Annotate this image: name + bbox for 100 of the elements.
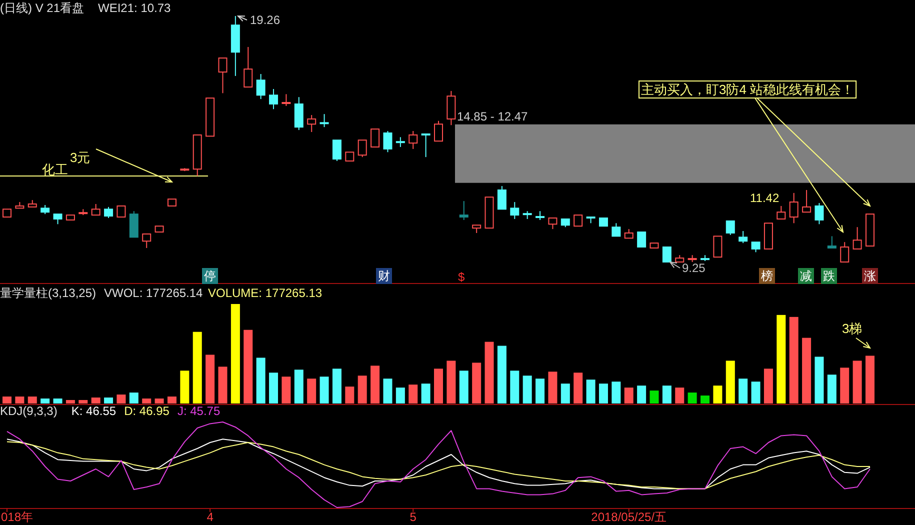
bar <box>434 368 443 404</box>
candlestick <box>726 220 735 236</box>
x-tick-label: 2018/05/25/五 <box>591 510 667 524</box>
bar <box>459 370 468 404</box>
annotation: 3梯 <box>842 321 862 336</box>
candlestick <box>421 133 430 158</box>
bar <box>154 398 164 404</box>
text: 减 <box>800 269 812 283</box>
bar <box>358 376 367 404</box>
bar <box>764 368 773 404</box>
bar <box>307 378 316 404</box>
bar <box>662 386 672 404</box>
bar <box>230 304 240 404</box>
bar <box>78 400 88 404</box>
bar <box>688 392 697 404</box>
bar <box>548 372 558 404</box>
candlestick <box>269 88 278 110</box>
chart-subtitle: WEI21: 10.73 <box>98 1 172 15</box>
bar <box>421 384 430 404</box>
chart-title: 量学量柱(3,13,25) <box>0 286 96 300</box>
bar <box>751 382 760 404</box>
candlestick <box>574 214 583 227</box>
candlestick <box>256 74 266 100</box>
bar <box>180 370 190 404</box>
x-tick-label: 4 <box>206 510 214 524</box>
x-tick-label: 018年 <box>1 510 34 524</box>
bar <box>167 396 176 404</box>
annotation: 9.25 <box>682 261 706 275</box>
candlestick <box>548 218 558 230</box>
candlestick <box>408 130 418 150</box>
bar <box>408 384 418 404</box>
series-label: J: 45.75 <box>177 404 220 418</box>
text: 榜 <box>761 269 773 283</box>
bar <box>726 360 735 404</box>
bar <box>28 396 37 404</box>
candlestick <box>624 228 634 239</box>
x-tick-label: 5 <box>410 510 417 524</box>
candlestick <box>142 233 152 248</box>
candlestick <box>446 90 456 126</box>
text: D: 46.95 <box>124 404 170 418</box>
bar <box>852 360 862 404</box>
band-label: 14.85 - 12.47 <box>457 109 528 124</box>
candlestick <box>637 232 646 248</box>
candlestick <box>852 226 862 250</box>
bar <box>675 388 684 404</box>
bar <box>789 316 798 404</box>
candlestick <box>751 242 760 253</box>
candlestick <box>713 236 722 258</box>
bar <box>827 374 836 404</box>
bar <box>650 390 659 404</box>
bar <box>484 342 494 404</box>
bar <box>218 366 228 404</box>
candlestick <box>814 202 824 225</box>
bar <box>840 368 850 404</box>
bar <box>15 396 24 404</box>
bar <box>598 384 608 404</box>
candlestick <box>827 236 836 248</box>
bar <box>116 394 126 404</box>
bar <box>104 398 114 404</box>
bar <box>446 360 456 404</box>
bar <box>560 384 570 404</box>
candlestick <box>738 230 748 244</box>
candlestick <box>282 94 291 106</box>
text: 涨 <box>864 269 876 283</box>
annotation: 主动买入，盯3防4 站稳此线有机会！ <box>641 82 854 97</box>
bar <box>332 368 342 404</box>
text: 停 <box>204 269 216 283</box>
bar <box>2 396 12 404</box>
bar <box>129 392 138 404</box>
annotation: 3元 <box>70 150 90 165</box>
candlestick <box>370 128 380 148</box>
candlestick <box>129 210 138 238</box>
bar <box>574 372 583 404</box>
candlestick <box>40 204 50 215</box>
candlestick <box>396 136 405 148</box>
ref-line-label: 化工 <box>42 162 68 177</box>
bar <box>244 330 253 404</box>
text: VOLUME: 177265.13 <box>208 286 322 300</box>
bar <box>282 376 291 404</box>
text: $ <box>458 270 465 284</box>
bar <box>53 398 62 404</box>
candlestick <box>332 140 342 162</box>
bar <box>814 356 824 404</box>
text: 跌 <box>823 269 835 283</box>
bar <box>472 362 482 404</box>
bar <box>294 370 304 404</box>
bar <box>192 332 202 404</box>
bar <box>345 386 354 404</box>
bar <box>256 358 266 404</box>
candlestick <box>840 242 850 262</box>
candlestick <box>383 130 392 153</box>
bar <box>738 378 748 404</box>
bar <box>320 376 329 404</box>
candlestick <box>612 222 621 237</box>
bar <box>142 398 152 404</box>
bar <box>66 400 75 404</box>
candlestick <box>802 189 812 213</box>
candlestick <box>776 205 786 220</box>
candlestick <box>358 140 367 158</box>
bar <box>40 398 50 404</box>
